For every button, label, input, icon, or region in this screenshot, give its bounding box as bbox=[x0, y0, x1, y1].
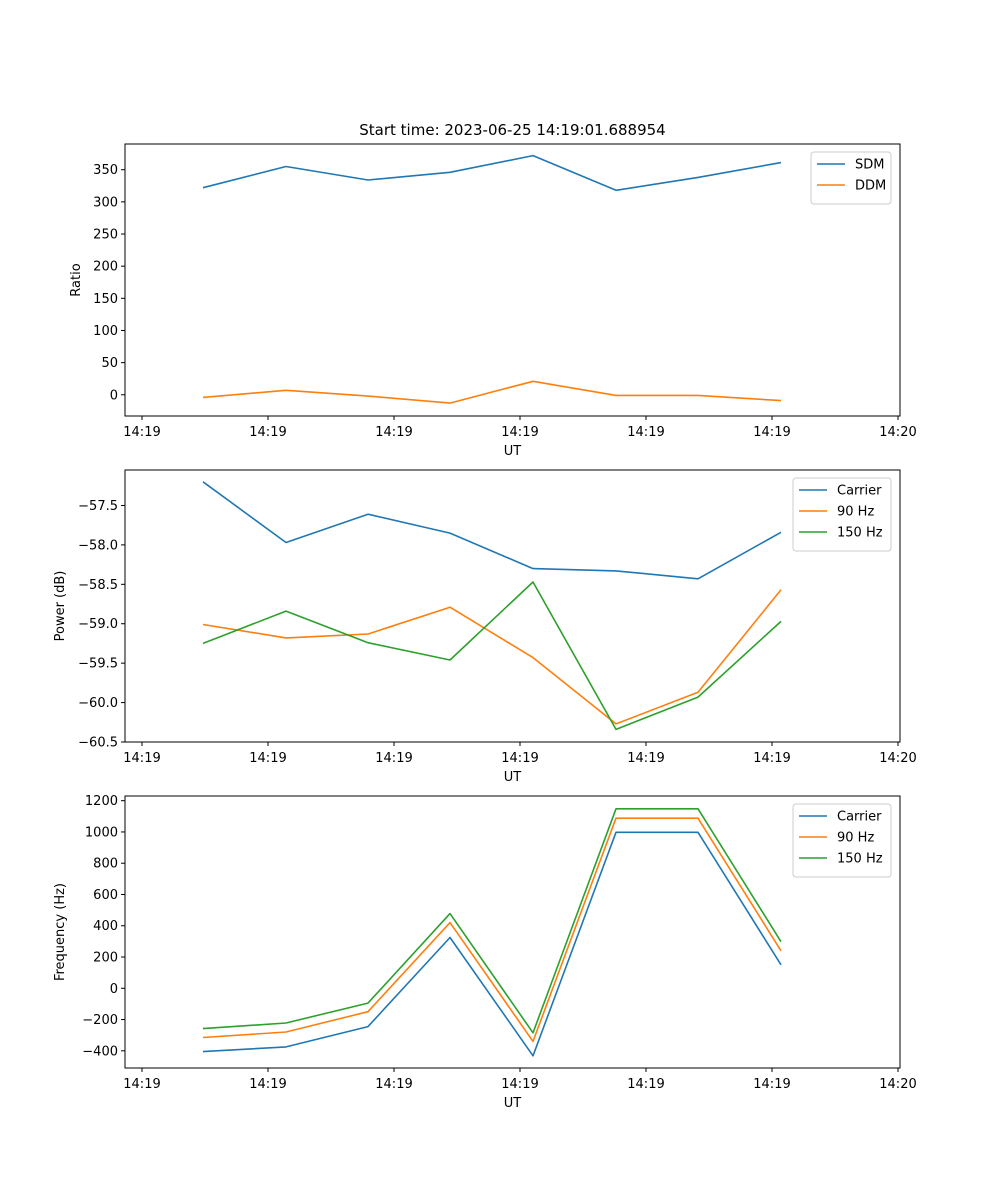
y-tick-label: 0 bbox=[110, 982, 118, 997]
x-tick-label: 14:20 bbox=[879, 751, 916, 766]
y-axis-label: Ratio bbox=[69, 263, 84, 296]
x-tick-label: 14:19 bbox=[249, 751, 286, 766]
legend-entry: 150 Hz bbox=[837, 852, 883, 867]
legend-entry: Carrier bbox=[837, 810, 882, 825]
y-tick-label: −58.0 bbox=[78, 538, 118, 553]
y-tick-label: 150 bbox=[93, 292, 118, 307]
x-axis-label: UT bbox=[504, 1096, 522, 1111]
series-line-carrier bbox=[202, 481, 782, 580]
series-line-90-hz bbox=[202, 817, 782, 1043]
axes-frame bbox=[124, 469, 901, 743]
legend-entry: 90 Hz bbox=[837, 505, 874, 520]
chart-panel-1: 0 50 100 150 200 250 300 350 14:19 14:19 14:19 14:1… bbox=[69, 143, 917, 459]
x-axis-label: UT bbox=[504, 770, 522, 785]
series-line-150-hz bbox=[202, 807, 782, 1034]
x-tick-label: 14:19 bbox=[753, 751, 790, 766]
figure-title: Start time: 2023-06-25 14:19:01.688954 bbox=[359, 121, 665, 139]
x-tick-label: 14:19 bbox=[249, 425, 286, 440]
x-tick-label: 14:19 bbox=[753, 1077, 790, 1092]
x-tick-label: 14:19 bbox=[501, 425, 538, 440]
axes-frame bbox=[124, 795, 901, 1069]
axes-frame bbox=[124, 143, 901, 417]
legend-entry: 150 Hz bbox=[837, 526, 883, 541]
x-tick-label: 14:19 bbox=[375, 425, 412, 440]
series-line-carrier bbox=[202, 831, 782, 1057]
y-tick-label: 1000 bbox=[85, 825, 118, 840]
legend-entry: Carrier bbox=[837, 484, 882, 499]
y-tick-label: 600 bbox=[93, 888, 118, 903]
x-tick-label: 14:19 bbox=[753, 425, 790, 440]
y-tick-label: 400 bbox=[93, 919, 118, 934]
x-axis-label: UT bbox=[504, 444, 522, 459]
x-tick-label: 14:20 bbox=[879, 1077, 916, 1092]
y-axis-label: Power (dB) bbox=[53, 571, 68, 642]
y-tick-label: 0 bbox=[110, 388, 118, 403]
chart-panel-3: −400 −200 0 200 400 600 800 1000 1200 14:19 14:19 1… bbox=[53, 794, 917, 1111]
x-tick-label: 14:19 bbox=[627, 1077, 664, 1092]
x-tick-label: 14:19 bbox=[123, 751, 160, 766]
y-tick-label: 1200 bbox=[85, 794, 118, 809]
chart-panels: 0 50 100 150 200 250 300 350 14:19 14:19 14:19 14:1… bbox=[53, 143, 917, 1111]
chart-panel-2: −60.5 −60.0 −59.5 −59.0 −58.5 −58.0 −57.5 14:19… bbox=[53, 469, 917, 785]
series-line-90-hz bbox=[202, 589, 782, 725]
y-tick-label: 50 bbox=[101, 356, 118, 371]
x-tick-label: 14:19 bbox=[627, 425, 664, 440]
series-line-ddm bbox=[202, 380, 782, 404]
x-tick-label: 14:19 bbox=[123, 425, 160, 440]
y-tick-label: −60.5 bbox=[78, 736, 118, 751]
x-tick-label: 14:19 bbox=[627, 751, 664, 766]
x-tick-label: 14:19 bbox=[501, 751, 538, 766]
y-tick-label: −60.0 bbox=[78, 696, 118, 711]
y-tick-label: −57.5 bbox=[78, 499, 118, 514]
series-line-sdm bbox=[202, 154, 782, 192]
series-line-150-hz bbox=[202, 581, 782, 731]
x-tick-label: 14:19 bbox=[375, 751, 412, 766]
y-tick-label: −200 bbox=[82, 1013, 118, 1028]
legend-box bbox=[810, 151, 892, 205]
y-axis-label: Frequency (Hz) bbox=[53, 883, 68, 981]
legend-entry: SDM bbox=[855, 158, 884, 173]
y-tick-label: 200 bbox=[93, 260, 118, 275]
y-tick-label: 250 bbox=[93, 228, 118, 243]
y-tick-label: −400 bbox=[82, 1044, 118, 1059]
y-tick-label: 100 bbox=[93, 324, 118, 339]
x-tick-label: 14:19 bbox=[375, 1077, 412, 1092]
legend-entry: 90 Hz bbox=[837, 831, 874, 846]
y-tick-label: −59.0 bbox=[78, 617, 118, 632]
x-tick-label: 14:19 bbox=[249, 1077, 286, 1092]
y-tick-label: 350 bbox=[93, 163, 118, 178]
y-tick-label: −59.5 bbox=[78, 657, 118, 672]
x-tick-label: 14:20 bbox=[879, 425, 916, 440]
y-tick-label: 800 bbox=[93, 857, 118, 872]
x-tick-label: 14:19 bbox=[123, 1077, 160, 1092]
legend-entry: DDM bbox=[855, 179, 886, 194]
y-tick-label: 200 bbox=[93, 951, 118, 966]
y-tick-label: 300 bbox=[93, 195, 118, 210]
y-tick-label: −58.5 bbox=[78, 578, 118, 593]
x-tick-label: 14:19 bbox=[501, 1077, 538, 1092]
